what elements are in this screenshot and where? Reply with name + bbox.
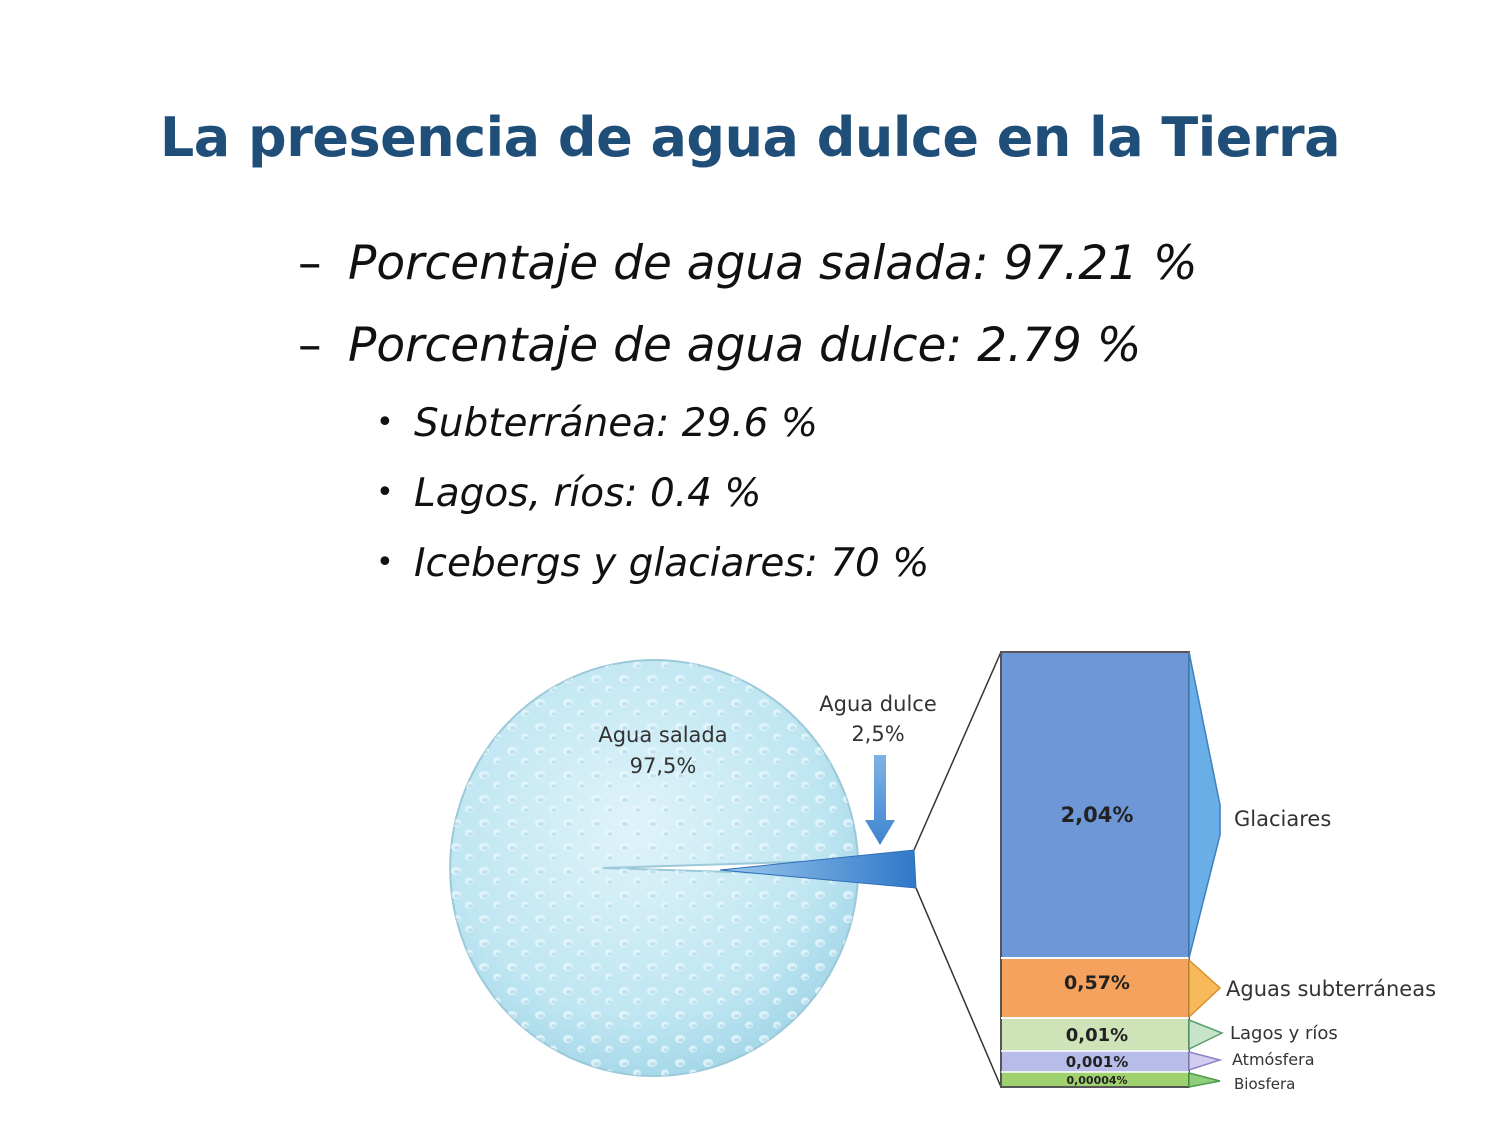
pointer-glaciares xyxy=(1188,651,1221,959)
pie-droplet-texture xyxy=(450,660,858,1077)
pointer-biosfera xyxy=(1188,1072,1221,1088)
bar-segment-subterraneas xyxy=(1001,958,1189,1018)
bar-value-atmosfera: 0,001% xyxy=(1066,1053,1128,1071)
sub-bullet-groundwater: • Subterránea: 29.6 % xyxy=(376,401,818,446)
bullet-fresh-water: – Porcentaje de agua dulce: 2.79 % xyxy=(298,318,1141,373)
bar-segment-lagos xyxy=(1001,1018,1189,1051)
label-biosfera: Biosfera xyxy=(1234,1075,1295,1093)
label-atmosfera: Atmósfera xyxy=(1232,1050,1315,1069)
label-glaciares: Glaciares xyxy=(1234,807,1331,831)
dash-marker: – xyxy=(298,236,322,291)
dash-marker: – xyxy=(298,318,322,373)
pie-salt-label: Agua salada xyxy=(598,723,727,747)
bar-value-glaciares: 2,04% xyxy=(1061,803,1134,827)
bullet-marker: • xyxy=(376,475,394,510)
bullet-text: Porcentaje de agua salada: 97.21 % xyxy=(348,236,1198,291)
pie-salt-value: 97,5% xyxy=(630,754,697,778)
label-lagos: Lagos y ríos xyxy=(1230,1023,1338,1044)
bullet-marker: • xyxy=(376,405,394,440)
sub-bullet-lakes-rivers: • Lagos, ríos: 0.4 % xyxy=(376,471,761,516)
down-arrow-icon xyxy=(865,755,895,845)
bullet-salt-water: – Porcentaje de agua salada: 97.21 % xyxy=(298,236,1198,291)
pointer-atmosfera xyxy=(1188,1051,1223,1072)
sub-bullet-glaciers: • Icebergs y glaciares: 70 % xyxy=(376,541,929,586)
bar-value-biosfera: 0,00004% xyxy=(1066,1074,1127,1087)
bar-segment-glaciares xyxy=(1001,652,1189,958)
segment-labels: Glaciares Aguas subterráneas Lagos y río… xyxy=(1226,807,1436,1093)
connector-bottom xyxy=(915,887,1002,1088)
pie-chart: Agua salada 97,5% Agua dulce 2,5% xyxy=(449,659,937,1077)
pie-fresh-water-slice xyxy=(719,849,917,889)
segment-pointers xyxy=(1188,651,1224,1088)
slide-title: La presencia de agua dulce en la Tierra xyxy=(159,106,1341,169)
fresh-water-stacked-bar: 2,04% 0,57% 0,01% 0,001% 0,00004% xyxy=(1000,651,1190,1088)
bar-segment-biosfera xyxy=(1001,1072,1189,1087)
sub-bullet-text: Subterránea: 29.6 % xyxy=(414,401,818,446)
bar-value-subterraneas: 0,57% xyxy=(1064,972,1130,994)
bar-segment-atmosfera xyxy=(1001,1051,1189,1072)
pointer-subterraneas xyxy=(1188,958,1222,1019)
bullet-marker: • xyxy=(376,545,394,580)
label-subterraneas: Aguas subterráneas xyxy=(1226,977,1436,1001)
pie-fresh-value: 2,5% xyxy=(851,722,904,746)
pointer-lagos xyxy=(1188,1018,1224,1051)
connector-top xyxy=(913,651,1002,851)
bar-value-lagos: 0,01% xyxy=(1066,1025,1128,1046)
sub-bullet-text: Lagos, ríos: 0.4 % xyxy=(414,471,762,516)
pie-fresh-label: Agua dulce xyxy=(819,692,937,716)
connector-lines xyxy=(913,651,1002,1088)
bullet-text: Porcentaje de agua dulce: 2.79 % xyxy=(348,318,1142,373)
sub-bullet-text: Icebergs y glaciares: 70 % xyxy=(414,541,930,586)
